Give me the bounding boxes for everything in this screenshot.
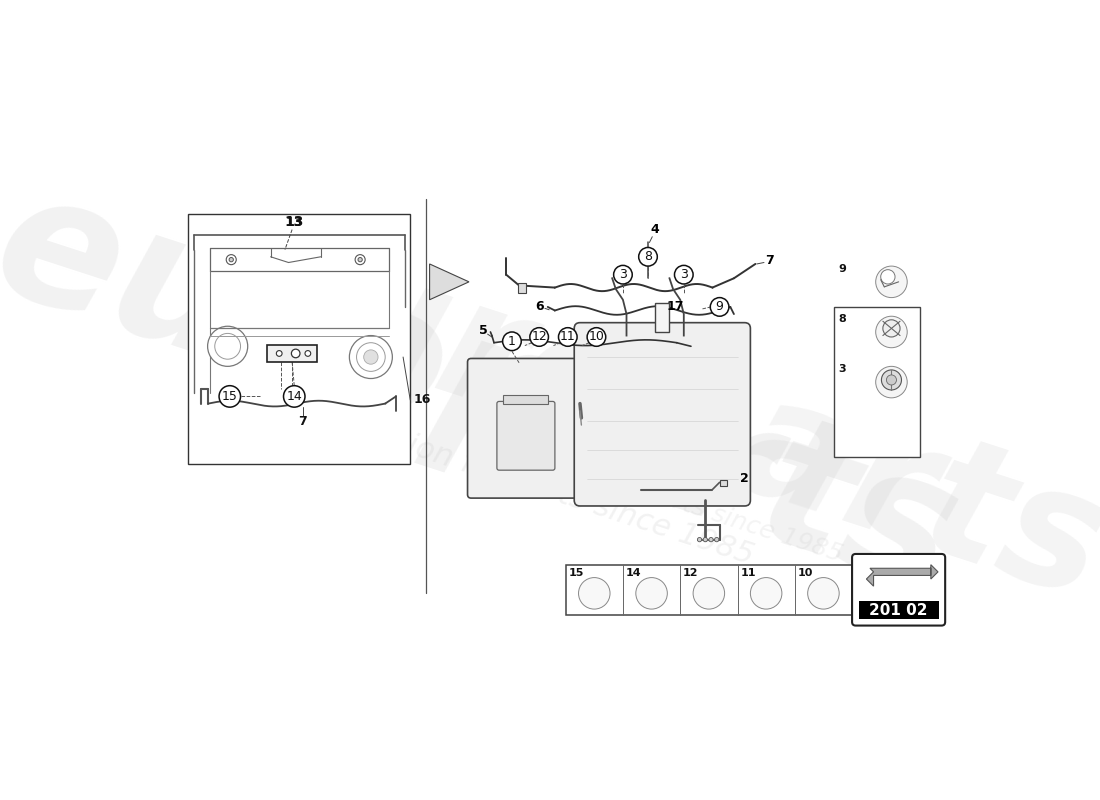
Bar [565,565,852,615]
Text: 11: 11 [560,330,575,343]
Text: 1: 1 [508,334,516,348]
Bar [504,395,548,403]
Circle shape [292,349,300,358]
Circle shape [579,578,610,609]
Circle shape [350,335,393,378]
Circle shape [559,328,578,346]
Circle shape [881,370,902,390]
Text: 13: 13 [285,215,304,230]
Bar [188,214,410,465]
Text: 7: 7 [766,254,774,267]
Circle shape [358,258,362,262]
Text: europarts: europarts [0,155,978,630]
FancyBboxPatch shape [497,402,554,470]
Text: 14: 14 [626,567,641,578]
Circle shape [530,328,549,346]
Text: 12: 12 [683,567,698,578]
FancyBboxPatch shape [574,322,750,506]
Circle shape [614,266,632,284]
Text: 17: 17 [667,301,684,314]
Bar [518,282,526,293]
FancyBboxPatch shape [852,554,945,626]
Circle shape [883,320,900,337]
Text: 16: 16 [414,394,431,406]
Text: a passion for parts since 1985: a passion for parts since 1985 [310,401,757,571]
Polygon shape [430,264,469,300]
Text: 11: 11 [740,567,756,578]
Circle shape [639,247,658,266]
Circle shape [227,254,236,265]
Text: 15: 15 [222,390,238,403]
Circle shape [881,270,895,284]
Circle shape [503,332,521,350]
Polygon shape [867,565,938,586]
Text: 2: 2 [740,472,749,486]
Text: a passion for parts since 1985: a passion for parts since 1985 [478,427,846,566]
Text: 13: 13 [286,216,302,229]
Text: 9: 9 [838,264,846,274]
Text: 3: 3 [619,268,627,281]
Text: 15: 15 [569,567,584,578]
Circle shape [876,366,907,398]
Text: 7: 7 [298,415,307,428]
Circle shape [229,258,233,262]
Text: 4: 4 [651,223,660,236]
FancyBboxPatch shape [468,358,585,498]
Bar [719,480,727,486]
Circle shape [219,386,241,407]
Text: 3: 3 [838,364,846,374]
Circle shape [305,350,310,356]
Text: 8: 8 [644,250,652,263]
Circle shape [587,328,606,346]
Circle shape [703,538,707,542]
Circle shape [674,266,693,284]
Text: 10: 10 [588,330,604,343]
Circle shape [711,298,729,316]
Text: 3: 3 [680,268,688,281]
Circle shape [807,578,839,609]
Circle shape [208,326,248,366]
Circle shape [750,578,782,609]
Text: 8: 8 [838,314,846,324]
Text: europarts: europarts [199,194,1100,634]
Circle shape [697,538,702,542]
Bar [858,602,938,619]
Text: 9: 9 [716,301,724,314]
Text: 14: 14 [286,390,302,403]
Bar [834,307,920,458]
Text: 201 02: 201 02 [869,603,928,618]
Circle shape [356,342,385,371]
Text: 10: 10 [798,567,813,578]
Circle shape [276,350,282,356]
Text: 12: 12 [531,330,547,343]
Circle shape [887,375,896,385]
Circle shape [876,316,907,348]
Circle shape [284,386,305,407]
Circle shape [876,266,907,298]
Circle shape [364,350,378,364]
Circle shape [708,538,713,542]
Text: 5: 5 [478,324,487,337]
Circle shape [715,538,719,542]
Circle shape [355,254,365,265]
Circle shape [214,334,241,359]
Circle shape [693,578,725,609]
Circle shape [636,578,668,609]
Bar [656,303,670,332]
Text: 6: 6 [535,301,543,314]
Bar [267,345,317,362]
